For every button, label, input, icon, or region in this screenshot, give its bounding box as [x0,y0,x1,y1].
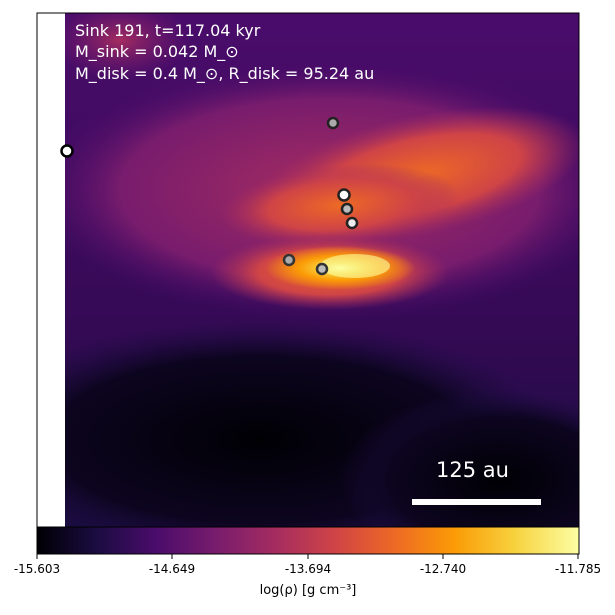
sink-cluster-2 [340,202,354,216]
sink-mass-label: M_sink = 0.042 M_⊙ [75,42,239,61]
scale-bar-label: 125 au [436,458,509,482]
sink-top [326,116,340,130]
colorbar-tick-label: -14.649 [148,562,196,576]
colorbar-ticks [36,554,579,559]
sink-center-left [282,253,296,267]
scale-bar [412,499,541,505]
colorbar-tick-label: -15.603 [13,562,61,576]
plot-title: Sink 191, t=117.04 kyr [75,21,261,40]
sink-cluster-3 [345,216,359,230]
colorbar-label: log(ρ) [g cm⁻³] [259,583,357,598]
colorbar-tick-label: -11.785 [554,562,602,576]
colorbar-tick-label: -13.694 [284,562,332,576]
sink-cluster-1 [337,188,351,202]
sink-left-edge [60,144,74,158]
disk-info-label: M_disk = 0.4 M_⊙, R_disk = 95.24 au [75,64,375,83]
sink-markers [60,116,359,276]
density-field [65,13,579,527]
colorbar [36,526,580,555]
sink-center [315,262,329,276]
colorbar-tick-label: -12.740 [419,562,467,576]
